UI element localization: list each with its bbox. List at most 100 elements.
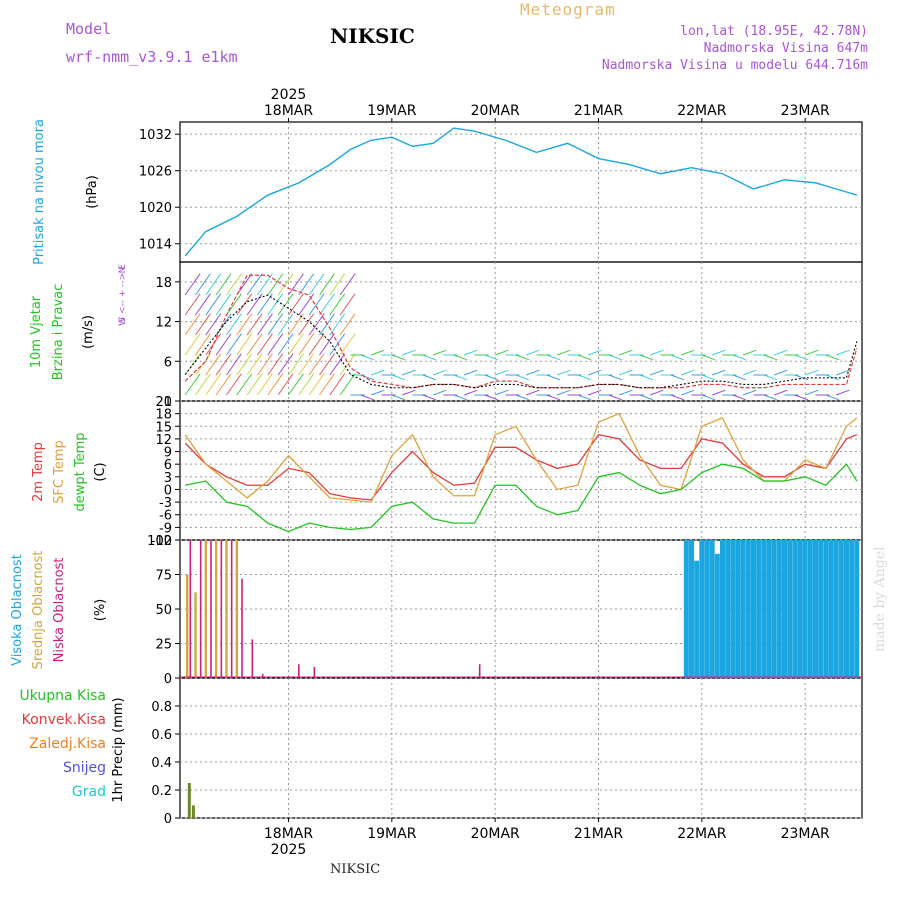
credit-label: made by Angel [872,546,888,653]
wind-arrow [226,373,242,396]
wind-arrow [184,273,201,296]
wind-arrow [835,369,850,376]
wind-arrow [226,353,242,376]
wind-arrow [432,389,447,396]
wind-arrow [236,333,253,356]
wind-arrow [246,373,263,396]
wind-arrow [288,313,304,336]
wind-arrow [742,349,757,356]
wind-arrow [453,374,468,381]
cloud-bar [782,540,787,678]
cloud-bar [694,560,700,678]
pressure-ytick-label: 1020 [139,201,172,216]
wind-arrow [288,293,304,316]
wind-arrow [546,394,561,401]
cloud-bar [230,540,233,678]
temperature-ytick-label: -3 [159,496,172,511]
wind-arrow [701,394,716,401]
compass-n: N [118,267,128,274]
wind-arrow [618,349,633,356]
top-day-label: 22MAR [677,103,726,119]
wind-arrow [277,293,294,316]
wind-arrow [608,374,623,381]
wind-arrow [184,313,201,336]
wind-arrow [773,349,788,356]
temperature-frame [179,400,863,541]
wind-arrow [267,273,284,296]
cloud-ytick-label: 0 [164,672,172,687]
precip-legend-0: Ukupna Kisa [19,688,106,704]
model-elevation-label: Nadmorska Visina u modelu 644.716m [601,58,868,73]
wind-arrow [195,273,211,296]
precip-ytick-label: 0.4 [151,756,172,771]
pressure-line [184,127,858,257]
temp-ylabel-2m: 2m Temp [31,442,46,502]
pressure-ylabel: Pritisak na nivou mora [32,119,47,265]
cloud-ylabel-mid: Srednja Oblacnost [31,551,46,670]
wind-arrow [391,374,406,381]
wind-arrow [546,354,561,361]
cloud-ytick-label: 75 [155,569,172,584]
footer-station: NIKSIC [330,862,381,877]
wind-arrow [618,389,633,396]
wind-arrow [587,369,602,376]
wind-arrow [184,293,201,316]
cloud-bar [235,540,239,678]
wind-arrow [484,394,499,401]
bottom-day-label: 19MAR [367,826,416,842]
wind-ytick-label: 0 [164,395,172,410]
wind-ylabel-1: 10m Vjetar [29,295,44,368]
wind-arrow [215,353,232,376]
precip-legend-4: Grad [72,784,106,800]
temp-sfc-line [184,412,858,503]
wind-arrow [680,349,695,356]
wind-arrow [794,394,809,401]
precip-legend-3: Snijeg [63,760,106,776]
wind-arrow [329,313,346,336]
temperature-ytick-label: -6 [159,509,172,524]
cloud-ylabel-low: Niska Oblacnost [52,558,67,663]
top-day-label: 20MAR [471,103,520,119]
wind-arrow [670,354,685,361]
wind-arrow [205,293,222,316]
wind-arrow [825,354,840,361]
cloud-bar [220,540,223,678]
wind-arrow [711,389,726,396]
cloud-bar [730,540,736,678]
wind-arrow [370,389,385,396]
cloud-bar [828,540,834,678]
precip-ytick-label: 0.6 [151,728,172,743]
wind-arrow [587,349,602,356]
wind-arrow [422,354,437,361]
wind-speed-line [184,294,858,389]
wind-arrow [329,273,346,296]
wind-arrow [732,374,747,381]
bottom-day-label: 18MAR [264,826,313,842]
temperature-ytick-label: -9 [159,521,172,536]
wind-arrow [205,333,222,356]
wind-arrow [329,353,346,376]
wind-arrow [288,333,304,356]
wind-arrow [556,369,571,376]
elevation-label: Nadmorska Visina 647m [703,41,868,56]
cloud-bar [241,578,243,678]
temp-ylabel-dewpt: dewpt Temp [73,432,88,511]
temperature-ytick-label: 9 [164,446,172,461]
wind-arrow [515,374,530,381]
wind-arrow [257,333,273,356]
precip-ylabel: 1hr Precip (mm) [111,697,126,802]
cloud-bar [199,540,202,678]
wind-arrow [184,333,201,356]
wind-arrow [308,373,325,396]
wind-arrow [298,273,315,296]
wind-arrow [267,333,284,356]
cloud-bar [298,664,300,678]
wind-arrow [215,273,232,296]
wind-arrow [608,354,623,361]
wind-arrow [329,333,346,356]
wind-arrow [277,273,294,296]
wind-arrow [298,353,315,376]
pressure-ytick-label: 1032 [139,128,172,143]
wind-arrow [226,313,242,336]
